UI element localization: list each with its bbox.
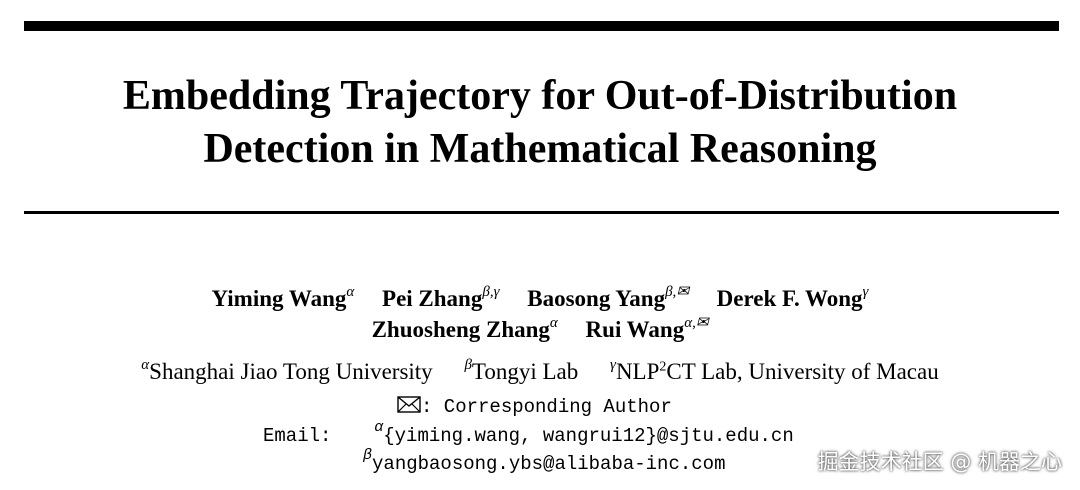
author-pei-zhang: Pei Zhangβ,γ xyxy=(382,284,500,312)
affiliation-list: αShanghai Jiao Tong University βTongyi L… xyxy=(0,352,1080,387)
affiliation-sjtu: αShanghai Jiao Tong University xyxy=(141,356,433,384)
title-line-2: Detection in Mathematical Reasoning xyxy=(203,126,877,172)
author-name: Zhuosheng Zhang xyxy=(371,317,550,342)
author-name: Pei Zhang xyxy=(382,286,483,311)
affiliation-mark: α xyxy=(141,356,150,373)
watermark: 掘金技术社区 @ 机器之心 xyxy=(817,450,1062,474)
author-affil-mark: β,✉ xyxy=(665,284,689,300)
affiliation-name-suffix: CT Lab, University of Macau xyxy=(666,358,939,384)
email-affil-mark: β xyxy=(363,447,373,464)
author-line-2: Zhuosheng Zhangα Rui Wangα,✉ xyxy=(0,314,1080,345)
affiliation-tongyi: βTongyi Lab xyxy=(464,356,579,384)
author-affil-mark: α xyxy=(346,284,355,300)
author-affil-mark-text: α, xyxy=(684,315,696,331)
envelope-icon xyxy=(397,395,421,421)
email-row-alibaba: βyangbaosong.ybs@alibaba-inc.com xyxy=(363,448,726,477)
affiliation-mark: β xyxy=(464,356,472,373)
author-name: Baosong Yang xyxy=(527,286,666,311)
author-affil-mark-text: β, xyxy=(665,284,677,300)
affiliation-superscript: 2 xyxy=(659,359,667,374)
author-name: Yiming Wang xyxy=(211,286,347,311)
author-list: Yiming Wangα Pei Zhangβ,γ Baosong Yangβ,… xyxy=(0,283,1080,345)
email-row-sjtu: Email: α{yiming.wang, wangrui12}@sjtu.ed… xyxy=(263,420,794,449)
author-affil-mark: α xyxy=(549,315,558,331)
affiliation-macau: γNLP2CT Lab, University of Macau xyxy=(610,356,939,384)
author-derek-wong: Derek F. Wongγ xyxy=(716,284,869,312)
paper-title: Embedding Trajectory for Out-of-Distribu… xyxy=(0,70,1080,176)
email-affil-mark: α xyxy=(374,419,384,436)
author-name: Derek F. Wong xyxy=(716,286,863,311)
title-rule xyxy=(24,211,1059,214)
title-line-1: Embedding Trajectory for Out-of-Distribu… xyxy=(122,73,958,119)
author-line-1: Yiming Wangα Pei Zhangβ,γ Baosong Yangβ,… xyxy=(0,283,1080,314)
author-affil-mark: α,✉ xyxy=(684,315,708,331)
author-yiming-wang: Yiming Wangα xyxy=(211,284,355,312)
corresponding-author-label: : Corresponding Author xyxy=(421,396,672,418)
author-rui-wang: Rui Wangα,✉ xyxy=(585,315,709,343)
top-rule xyxy=(24,21,1059,31)
affiliation-name-prefix: NLP xyxy=(615,358,660,384)
affiliation-mark: γ xyxy=(610,356,616,373)
email-address-sjtu[interactable]: {yiming.wang, wangrui12}@sjtu.edu.cn xyxy=(383,425,794,447)
author-name: Rui Wang xyxy=(585,317,685,342)
corresponding-author-note: : Corresponding Author xyxy=(397,394,672,421)
envelope-icon: ✉ xyxy=(676,284,689,300)
affiliation-name: Shanghai Jiao Tong University xyxy=(149,358,433,384)
author-affil-mark: β,γ xyxy=(482,284,500,300)
author-baosong-yang: Baosong Yangβ,✉ xyxy=(527,284,689,312)
envelope-icon: ✉ xyxy=(695,315,709,331)
author-zhuosheng-zhang: Zhuosheng Zhangα xyxy=(371,315,558,343)
email-address-alibaba[interactable]: yangbaosong.ybs@alibaba-inc.com xyxy=(372,453,726,475)
author-affil-mark: γ xyxy=(862,284,869,300)
affiliation-name: Tongyi Lab xyxy=(471,358,579,384)
email-label: Email: xyxy=(263,425,332,447)
